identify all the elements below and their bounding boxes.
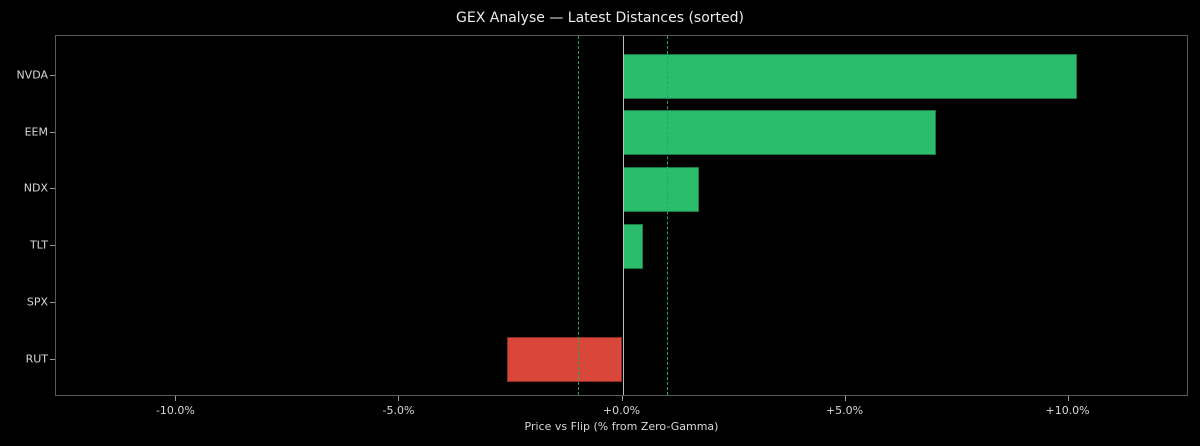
x-tick-label: +10.0%: [1045, 404, 1090, 417]
y-tick: [50, 131, 55, 133]
y-tick-label: RUT: [25, 352, 48, 365]
bar-ndx: [622, 166, 699, 212]
threshold-line: [667, 36, 669, 395]
chart-title: GEX Analyse — Latest Distances (sorted): [456, 10, 744, 26]
x-tick: [844, 396, 846, 401]
y-tick: [50, 245, 55, 247]
x-tick: [621, 396, 623, 401]
x-tick-label: +5.0%: [825, 404, 864, 417]
x-tick: [175, 396, 177, 401]
x-tick: [398, 396, 400, 401]
bar-nvda: [622, 53, 1077, 99]
y-tick: [50, 188, 55, 190]
y-tick-label: SPX: [26, 295, 48, 309]
y-tick-label: EEM: [24, 125, 48, 139]
y-tick-label: NDX: [23, 181, 48, 195]
y-tick: [50, 358, 55, 360]
y-tick-label: TLT: [29, 238, 48, 252]
x-tick-label: +0.0%: [602, 404, 641, 417]
y-tick: [50, 301, 55, 303]
x-tick: [1067, 396, 1069, 401]
plot-area: [55, 35, 1188, 396]
bar-rut: [507, 337, 623, 382]
y-tick: [50, 75, 55, 76]
bar-tlt: [622, 223, 643, 269]
y-tick-label: NVDA: [16, 68, 48, 82]
x-axis-title: Price vs Flip (% from Zero-Gamma): [524, 420, 719, 433]
bar-eem: [622, 110, 937, 156]
x-tick-label: -10.0%: [155, 404, 195, 417]
zero-line: [622, 36, 624, 395]
x-tick-label: -5.0%: [382, 404, 415, 417]
threshold-line: [577, 36, 579, 395]
